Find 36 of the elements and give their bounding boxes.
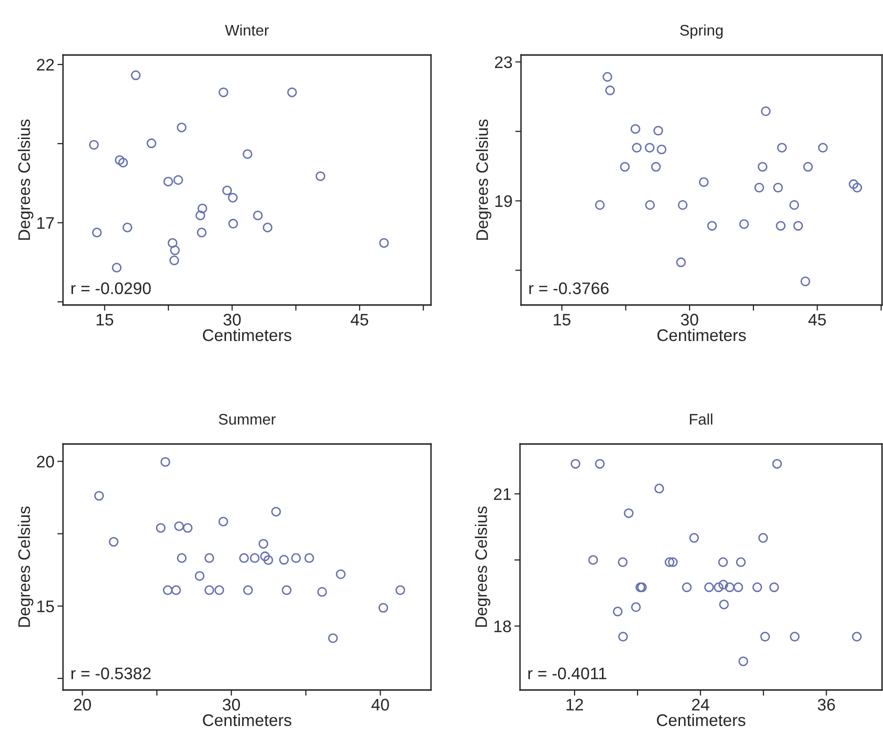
x-tick-label: 36 bbox=[818, 698, 835, 711]
annotation: r = -0.5382 bbox=[71, 668, 151, 680]
y-tick-label: 20 bbox=[36, 456, 54, 468]
x-axis-title: Centimeters bbox=[202, 328, 292, 342]
x-tick-label: 45 bbox=[350, 314, 368, 326]
annotation: r = -0.0290 bbox=[71, 282, 151, 294]
chart-title: Spring bbox=[680, 24, 723, 39]
x-tick-label: 40 bbox=[371, 698, 389, 711]
x-tick-label: 15 bbox=[96, 314, 114, 326]
x-axis-title: Centimeters bbox=[657, 328, 746, 342]
y-axis-title: Degrees Celsius bbox=[18, 119, 34, 240]
annotation: r = -0.3766 bbox=[529, 282, 609, 294]
annotation: r = -0.4011 bbox=[528, 668, 606, 680]
x-tick-label: 20 bbox=[74, 698, 91, 711]
y-tick-label: 23 bbox=[494, 56, 512, 68]
x-tick-label: 45 bbox=[808, 314, 826, 326]
y-tick-label: 15 bbox=[37, 600, 54, 612]
x-axis-title: Centimeters bbox=[202, 714, 292, 726]
chart-title: Fall bbox=[690, 413, 712, 425]
y-tick-label: 21 bbox=[494, 488, 511, 500]
chart-title: Summer bbox=[218, 414, 276, 425]
y-axis-title: Degrees Celsius bbox=[18, 506, 34, 627]
y-tick-label: 17 bbox=[37, 217, 54, 229]
x-tick-label: 30 bbox=[680, 314, 698, 326]
chart-title: Winter bbox=[225, 24, 269, 36]
y-tick-label: 19 bbox=[495, 195, 512, 208]
x-tick-label: 24 bbox=[692, 698, 710, 710]
x-tick-label: 30 bbox=[223, 314, 241, 326]
y-axis-title: Degrees Celsius bbox=[476, 119, 492, 240]
x-tick-label: 12 bbox=[566, 698, 583, 710]
y-tick-label: 22 bbox=[36, 58, 54, 71]
x-tick-label: 30 bbox=[222, 698, 240, 711]
y-tick-label: 18 bbox=[494, 620, 511, 632]
y-axis-title: Degrees Celsius bbox=[474, 506, 490, 627]
x-axis-title: Centimeters bbox=[656, 714, 746, 726]
x-tick-label: 15 bbox=[554, 314, 570, 326]
